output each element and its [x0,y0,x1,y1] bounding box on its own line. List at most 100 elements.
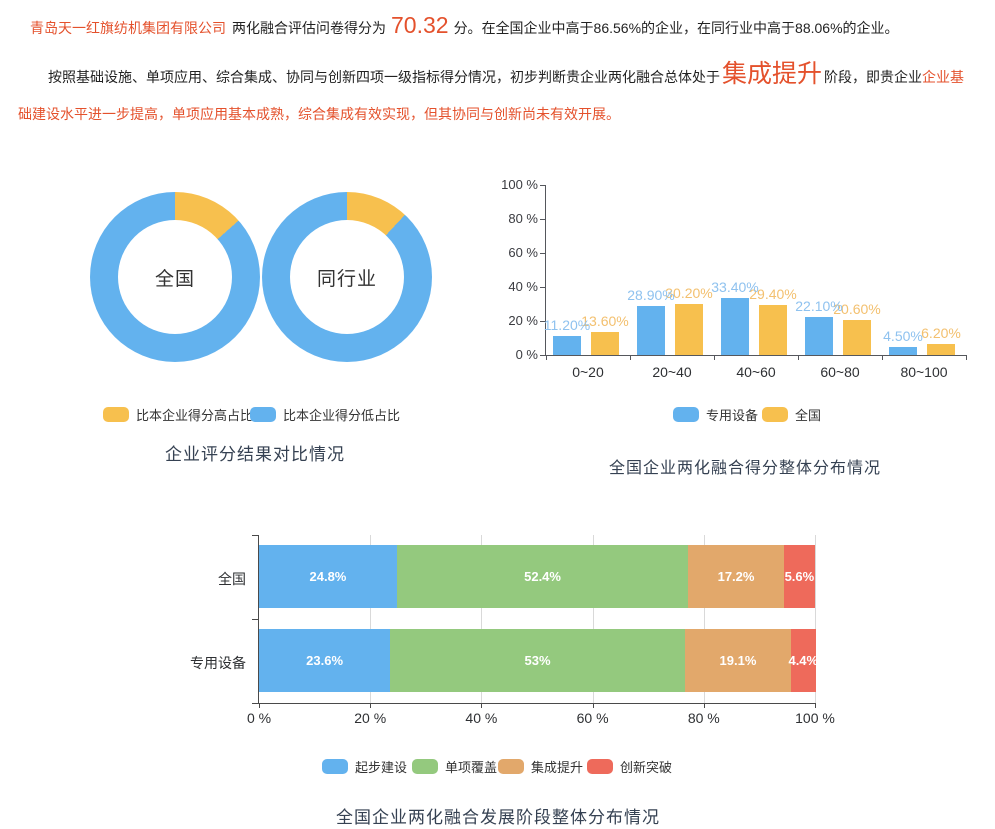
bar-value-label: 28.90% [627,286,675,303]
stack-segment-3: 5.6% [783,545,815,608]
x-axis-tick [481,703,483,708]
score-unit-text: 分。 [453,20,482,36]
stacked-bar-special-equipment: 23.6% 53% 19.1% 4.4% [259,629,818,692]
stage-assessment-paragraph: 按照基础设施、单项应用、综合集成、协同与创新四项一级指标得分情况，初步判断贵企业… [18,56,970,133]
y-axis-tick [252,703,259,704]
y-axis-tick [540,253,546,254]
legend-item-stage-start[interactable]: 起步建设 [322,757,407,776]
x-axis-category-label: 60~80 [820,364,860,380]
y-axis-tick [252,535,259,536]
legend-item-stage-single[interactable]: 单项覆盖 [412,757,497,776]
y-axis-tick-label: 40 % [508,279,538,294]
stack-segment-label: 19.1% [719,653,757,668]
stack-segment-label: 52.4% [524,569,561,584]
y-axis-tick [540,287,546,288]
legend-label-stage-start: 起步建设 [355,760,408,775]
bar-special-equipment [553,335,581,355]
x-axis-tick [630,355,631,360]
grid-line [370,535,372,703]
stack-row-label-national: 全国 [218,571,246,587]
legend-label-stage-innovate: 创新突破 [620,760,673,775]
stacked-chart-title: 全国企业两化融合发展阶段整体分布情况 [336,808,660,827]
legend-swatch-stage-start [322,759,348,774]
x-axis-tick [592,703,594,708]
legend-item-lower-share[interactable]: 比本企业得分低占比 [250,405,400,424]
donut-industry: 同行业 [262,192,432,362]
bar-value-label: 30.20% [665,284,713,301]
grid-line [703,535,705,703]
stack-segment-1: 52.4% [396,545,689,608]
bar-special-equipment [721,298,749,355]
x-axis-category-label: 80~100 [900,364,948,380]
x-axis-tick-label: 0 % [246,710,272,726]
grid-line [592,535,594,703]
bar-value-label: 6.20% [921,325,961,342]
bar-national [759,305,787,355]
stack-segment-2: 17.2% [688,545,784,608]
stack-segment-label: 17.2% [717,569,755,584]
x-axis-tick [882,355,883,360]
stack-segment-0: 24.8% [259,545,397,608]
x-axis-tick [714,355,715,360]
legend-label-stage-single: 单项覆盖 [445,760,498,775]
stack-segment-label: 23.6% [306,653,344,668]
assessment-text-2: 阶段，即贵企业 [824,69,923,85]
donut-industry-label-wrap: 同行业 [290,220,404,334]
legend-swatch-stage-innovate [587,759,613,774]
stage-name: 集成提升 [722,60,823,88]
legend-item-national[interactable]: 全国 [762,405,821,424]
x-axis-tick [370,703,372,708]
stack-segment-0: 23.6% [259,629,391,692]
bar-national [843,319,871,355]
y-axis-tick-label: 60 % [508,245,538,260]
assessment-text-3: 企业基础建设水平进一步提高，单项应用基本成熟，综合集成有效实现，但其协同与创新尚… [18,69,965,122]
donut-national-label-wrap: 全国 [118,220,232,334]
y-axis-tick-label: 0 % [515,347,538,362]
score-distribution-plot: 0~20 20~40 40~60 60~80 80~100 11.20% 13.60% 28.… [501,177,967,380]
legend-item-higher-share[interactable]: 比本企业得分高占比 [103,405,253,424]
legend-label-higher-share: 比本企业得分高占比 [136,408,254,423]
bar-value-label: 13.60% [581,312,629,329]
x-axis-tick-label: 100 % [795,710,835,726]
score-value: 70.32 [391,12,449,38]
x-axis-tick-label: 40 % [465,710,498,726]
bar-national [927,344,955,355]
x-axis-tick-label: 80 % [687,710,720,726]
y-axis-tick [540,185,546,186]
donut-industry-label: 同行业 [316,268,377,290]
bar-value-label: 11.20% [543,316,591,333]
bar-value-label: 22.10% [795,298,843,315]
donut-national: 全国 [90,192,260,362]
y-axis-tick [540,321,546,322]
donut-chart-title: 企业评分结果对比情况 [165,445,345,464]
legend-swatch-blue [250,407,276,422]
legend-label-stage-integrate: 集成提升 [531,760,584,775]
stacked-bar-national: 24.8% 52.4% 17.2% 5.6% [259,545,815,608]
legend-label-special-equipment: 专用设备 [706,408,759,423]
stack-segment-1: 53% [390,629,685,692]
y-axis-tick-label: 80 % [508,211,538,226]
x-axis-tick [259,703,260,708]
score-comparison-text: 在全国企业中高于86.56%的企业，在同行业中高于88.06%的企业。 [481,20,899,36]
assessment-text-1: 按照基础设施、单项应用、综合集成、协同与创新四项一级指标得分情况，初步判断贵企业… [48,69,720,85]
y-axis-tick-label: 20 % [508,313,538,328]
legend-item-special-equipment[interactable]: 专用设备 [673,405,758,424]
x-axis-row: 0~20 20~40 40~60 60~80 80~100 [546,355,967,385]
x-axis-tick [815,703,816,708]
legend-item-stage-innovate[interactable]: 创新突破 [587,757,672,776]
legend-item-stage-integrate[interactable]: 集成提升 [498,757,583,776]
legend-swatch-stage-single [412,759,438,774]
stack-segment-2: 19.1% [684,629,792,692]
bar-value-label: 4.50% [883,328,923,345]
bar-national [675,303,703,355]
x-axis-category-label: 40~60 [736,364,776,380]
x-axis-tick [966,355,967,360]
company-name: 青岛天一红旗纺机集团有限公司 [30,20,226,36]
x-axis-tick-label: 60 % [576,710,609,726]
x-axis-category-label: 0~20 [572,364,604,380]
bar-special-equipment [805,317,833,355]
score-prefix-text: 两化融合评估问卷得分为 [232,20,386,36]
legend-swatch-stage-integrate [498,759,524,774]
bar-value-label: 29.40% [749,286,797,303]
